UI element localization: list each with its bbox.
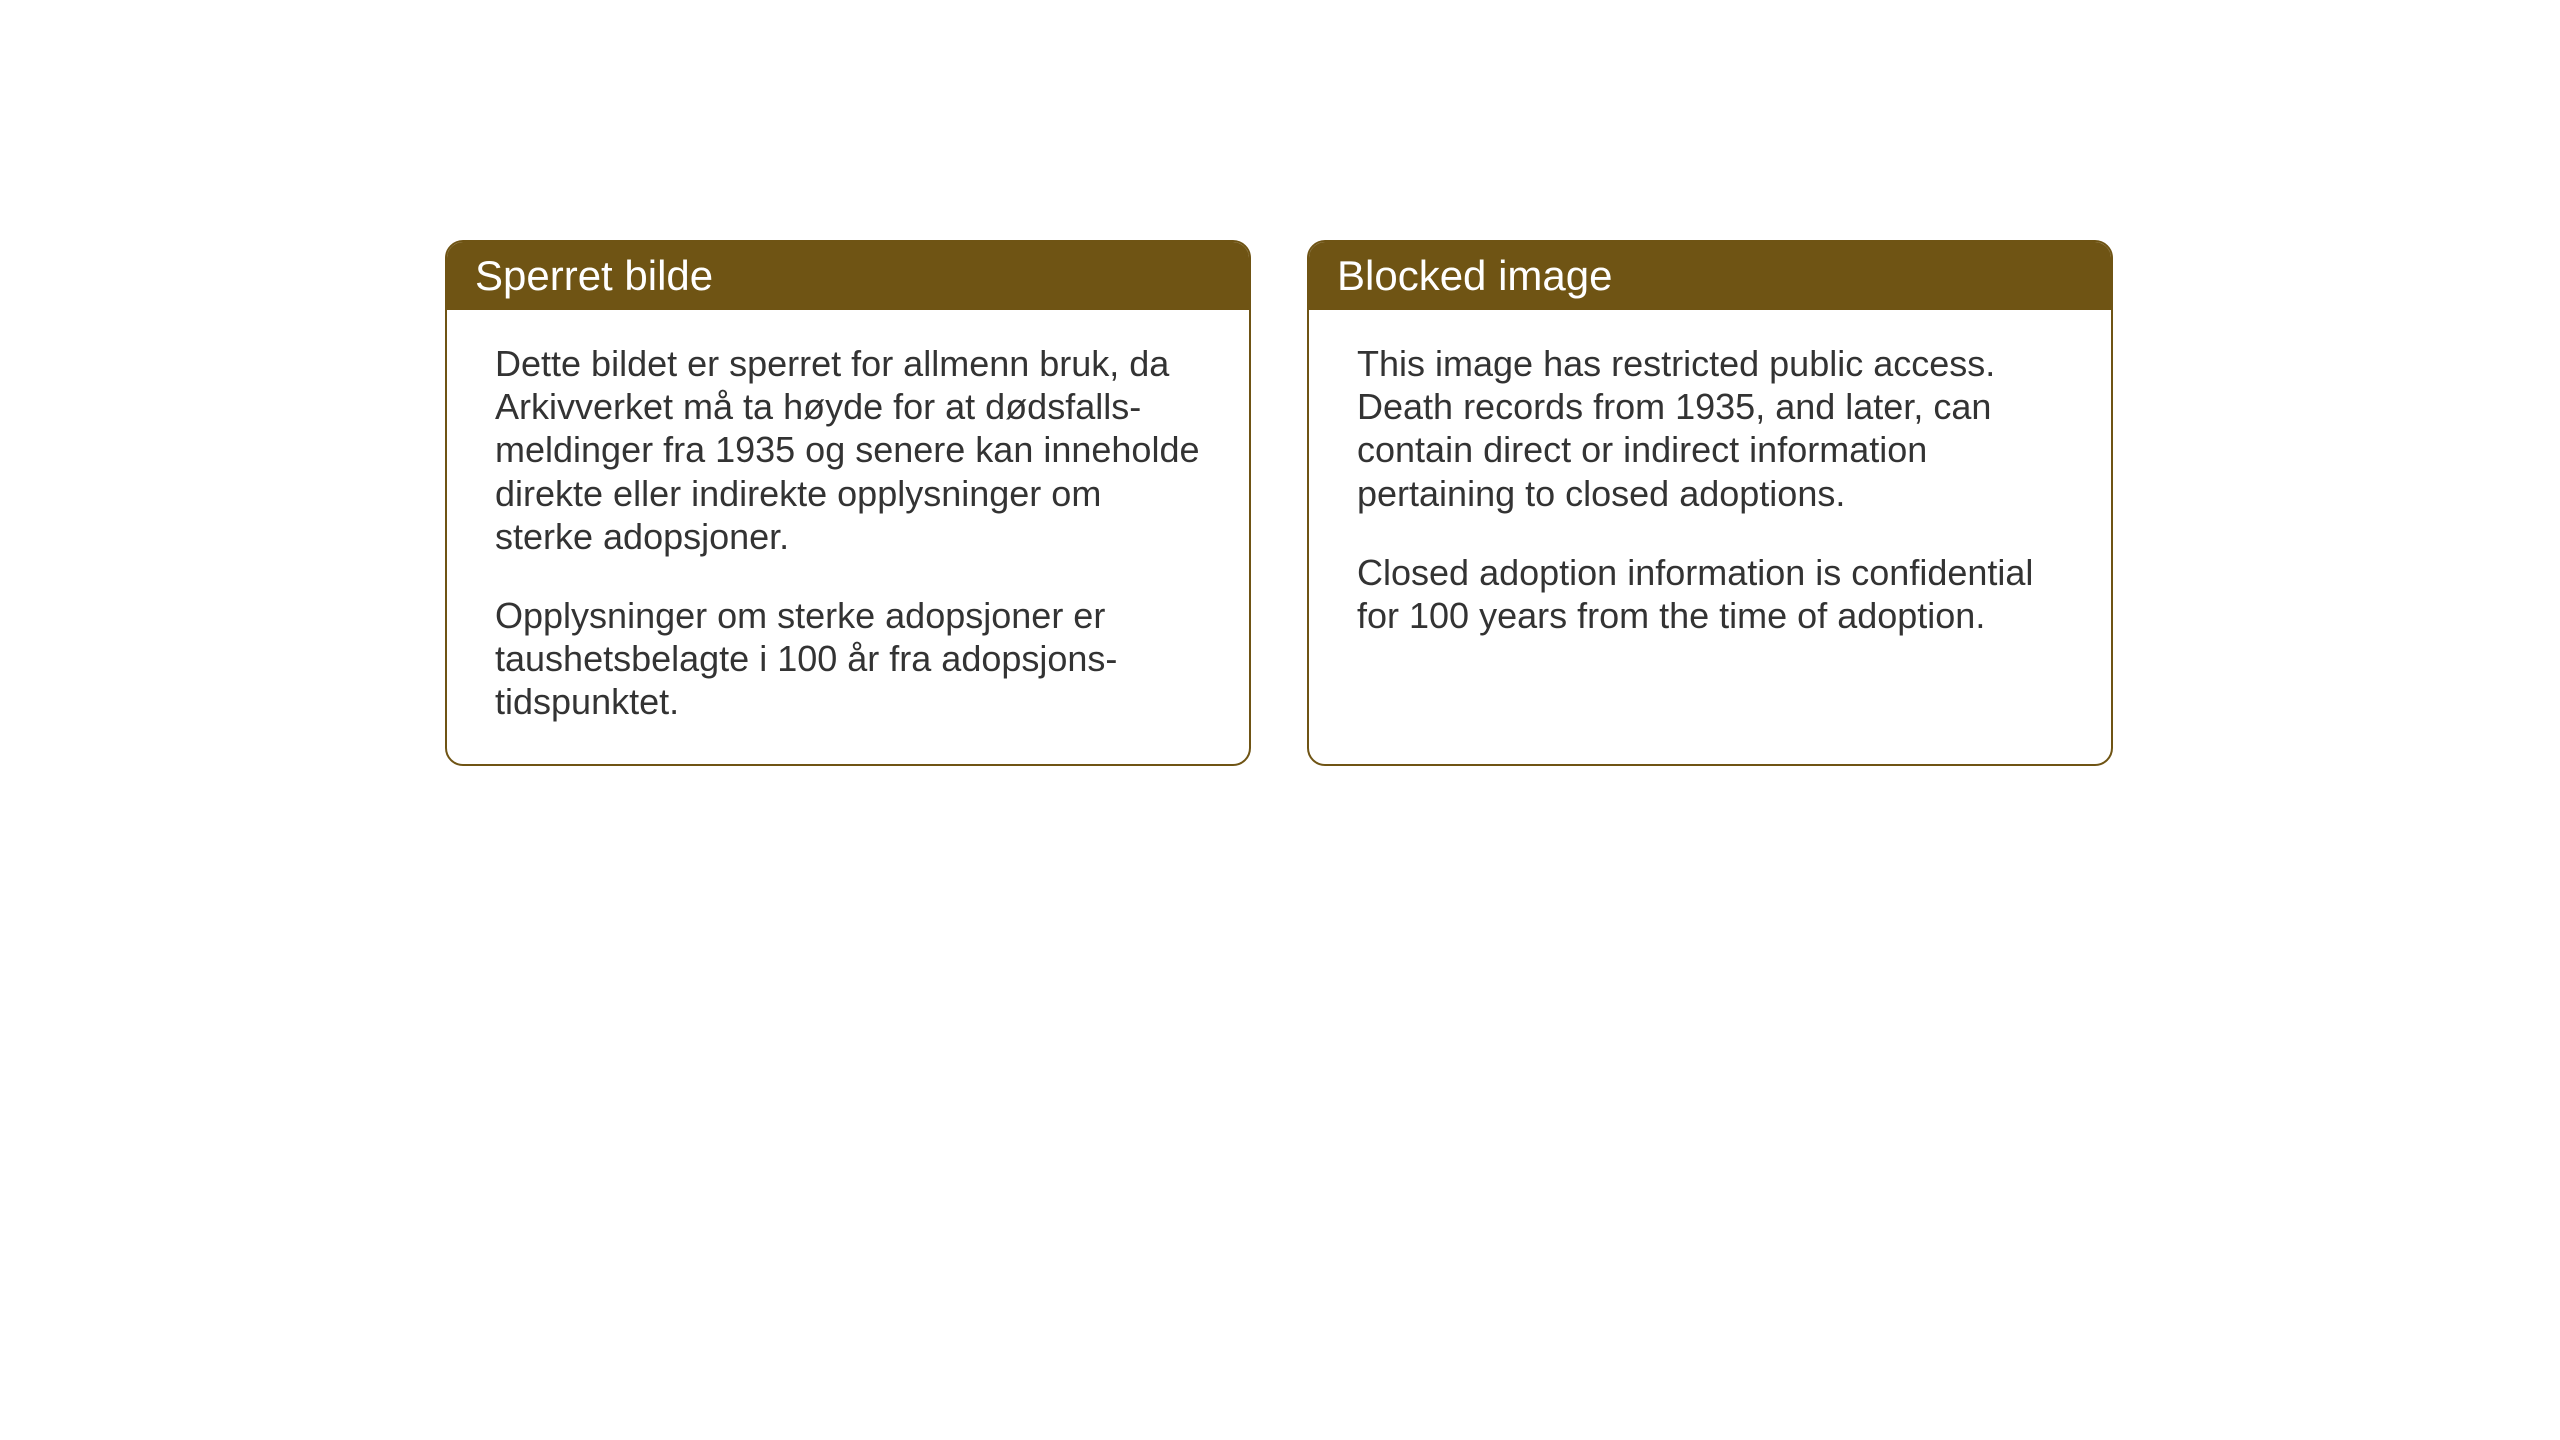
- card-body-english: This image has restricted public access.…: [1309, 310, 2111, 677]
- card-title-english: Blocked image: [1337, 252, 1612, 299]
- card-header-english: Blocked image: [1309, 242, 2111, 310]
- paragraph-2-norwegian: Opplysninger om sterke adopsjoner er tau…: [495, 594, 1201, 724]
- card-body-norwegian: Dette bildet er sperret for allmenn bruk…: [447, 310, 1249, 764]
- card-header-norwegian: Sperret bilde: [447, 242, 1249, 310]
- notice-card-english: Blocked image This image has restricted …: [1307, 240, 2113, 766]
- paragraph-1-norwegian: Dette bildet er sperret for allmenn bruk…: [495, 342, 1201, 558]
- card-title-norwegian: Sperret bilde: [475, 252, 713, 299]
- paragraph-2-english: Closed adoption information is confident…: [1357, 551, 2063, 637]
- notice-container: Sperret bilde Dette bildet er sperret fo…: [445, 240, 2113, 766]
- paragraph-1-english: This image has restricted public access.…: [1357, 342, 2063, 515]
- notice-card-norwegian: Sperret bilde Dette bildet er sperret fo…: [445, 240, 1251, 766]
